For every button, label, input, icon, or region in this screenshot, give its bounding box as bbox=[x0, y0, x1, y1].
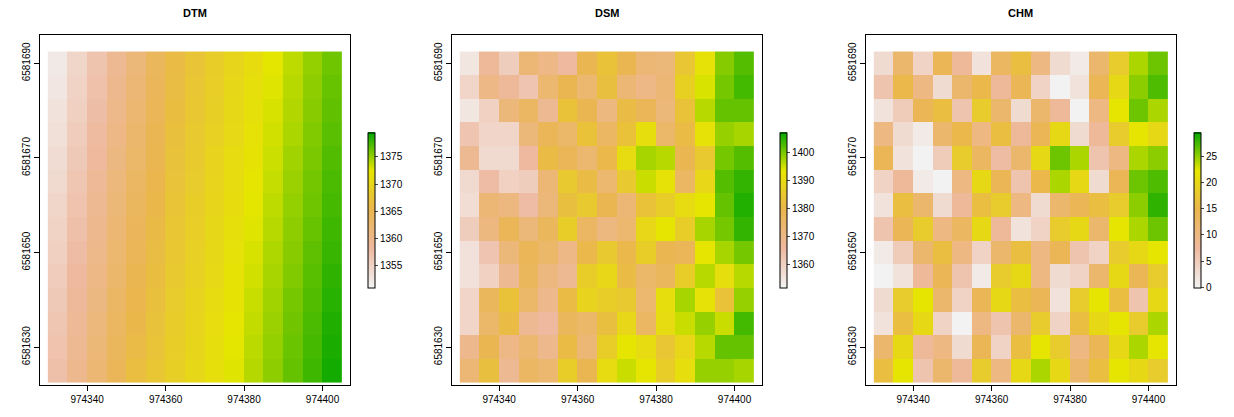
svg-text:974380: 974380 bbox=[227, 394, 261, 405]
svg-text:974360: 974360 bbox=[975, 394, 1009, 405]
svg-text:974360: 974360 bbox=[561, 394, 595, 405]
svg-text:6581630: 6581630 bbox=[847, 326, 858, 365]
svg-text:974380: 974380 bbox=[639, 394, 673, 405]
svg-text:1375: 1375 bbox=[380, 151, 403, 162]
svg-text:1380: 1380 bbox=[792, 203, 815, 214]
svg-text:DSM: DSM bbox=[595, 7, 619, 19]
svg-text:DTM: DTM bbox=[183, 7, 207, 19]
svg-text:1400: 1400 bbox=[792, 147, 815, 158]
svg-text:6581650: 6581650 bbox=[433, 231, 444, 270]
svg-text:6581670: 6581670 bbox=[21, 137, 32, 176]
svg-text:20: 20 bbox=[1206, 177, 1218, 188]
svg-text:1370: 1370 bbox=[380, 179, 403, 190]
svg-text:974400: 974400 bbox=[306, 394, 340, 405]
svg-text:974400: 974400 bbox=[1132, 394, 1166, 405]
svg-text:6581630: 6581630 bbox=[433, 326, 444, 365]
svg-text:CHM: CHM bbox=[1008, 7, 1033, 19]
svg-text:6581630: 6581630 bbox=[21, 326, 32, 365]
svg-text:10: 10 bbox=[1206, 229, 1218, 240]
svg-text:974400: 974400 bbox=[718, 394, 752, 405]
svg-text:1370: 1370 bbox=[792, 231, 815, 242]
svg-text:6581670: 6581670 bbox=[433, 137, 444, 176]
svg-text:6581690: 6581690 bbox=[433, 42, 444, 81]
svg-text:25: 25 bbox=[1206, 151, 1218, 162]
svg-text:1355: 1355 bbox=[380, 260, 403, 271]
svg-text:0: 0 bbox=[1206, 282, 1212, 293]
svg-text:5: 5 bbox=[1206, 256, 1212, 267]
svg-text:6581690: 6581690 bbox=[21, 42, 32, 81]
svg-text:974360: 974360 bbox=[149, 394, 183, 405]
svg-text:974340: 974340 bbox=[896, 394, 930, 405]
svg-text:1360: 1360 bbox=[380, 233, 403, 244]
svg-text:1390: 1390 bbox=[792, 175, 815, 186]
svg-text:6581690: 6581690 bbox=[847, 42, 858, 81]
svg-text:1360: 1360 bbox=[792, 259, 815, 270]
svg-text:6581670: 6581670 bbox=[847, 137, 858, 176]
svg-text:1365: 1365 bbox=[380, 206, 403, 217]
svg-text:974380: 974380 bbox=[1053, 394, 1087, 405]
svg-text:15: 15 bbox=[1206, 203, 1218, 214]
svg-text:974340: 974340 bbox=[482, 394, 516, 405]
svg-text:6581650: 6581650 bbox=[21, 231, 32, 270]
svg-text:974340: 974340 bbox=[70, 394, 104, 405]
svg-text:6581650: 6581650 bbox=[847, 231, 858, 270]
